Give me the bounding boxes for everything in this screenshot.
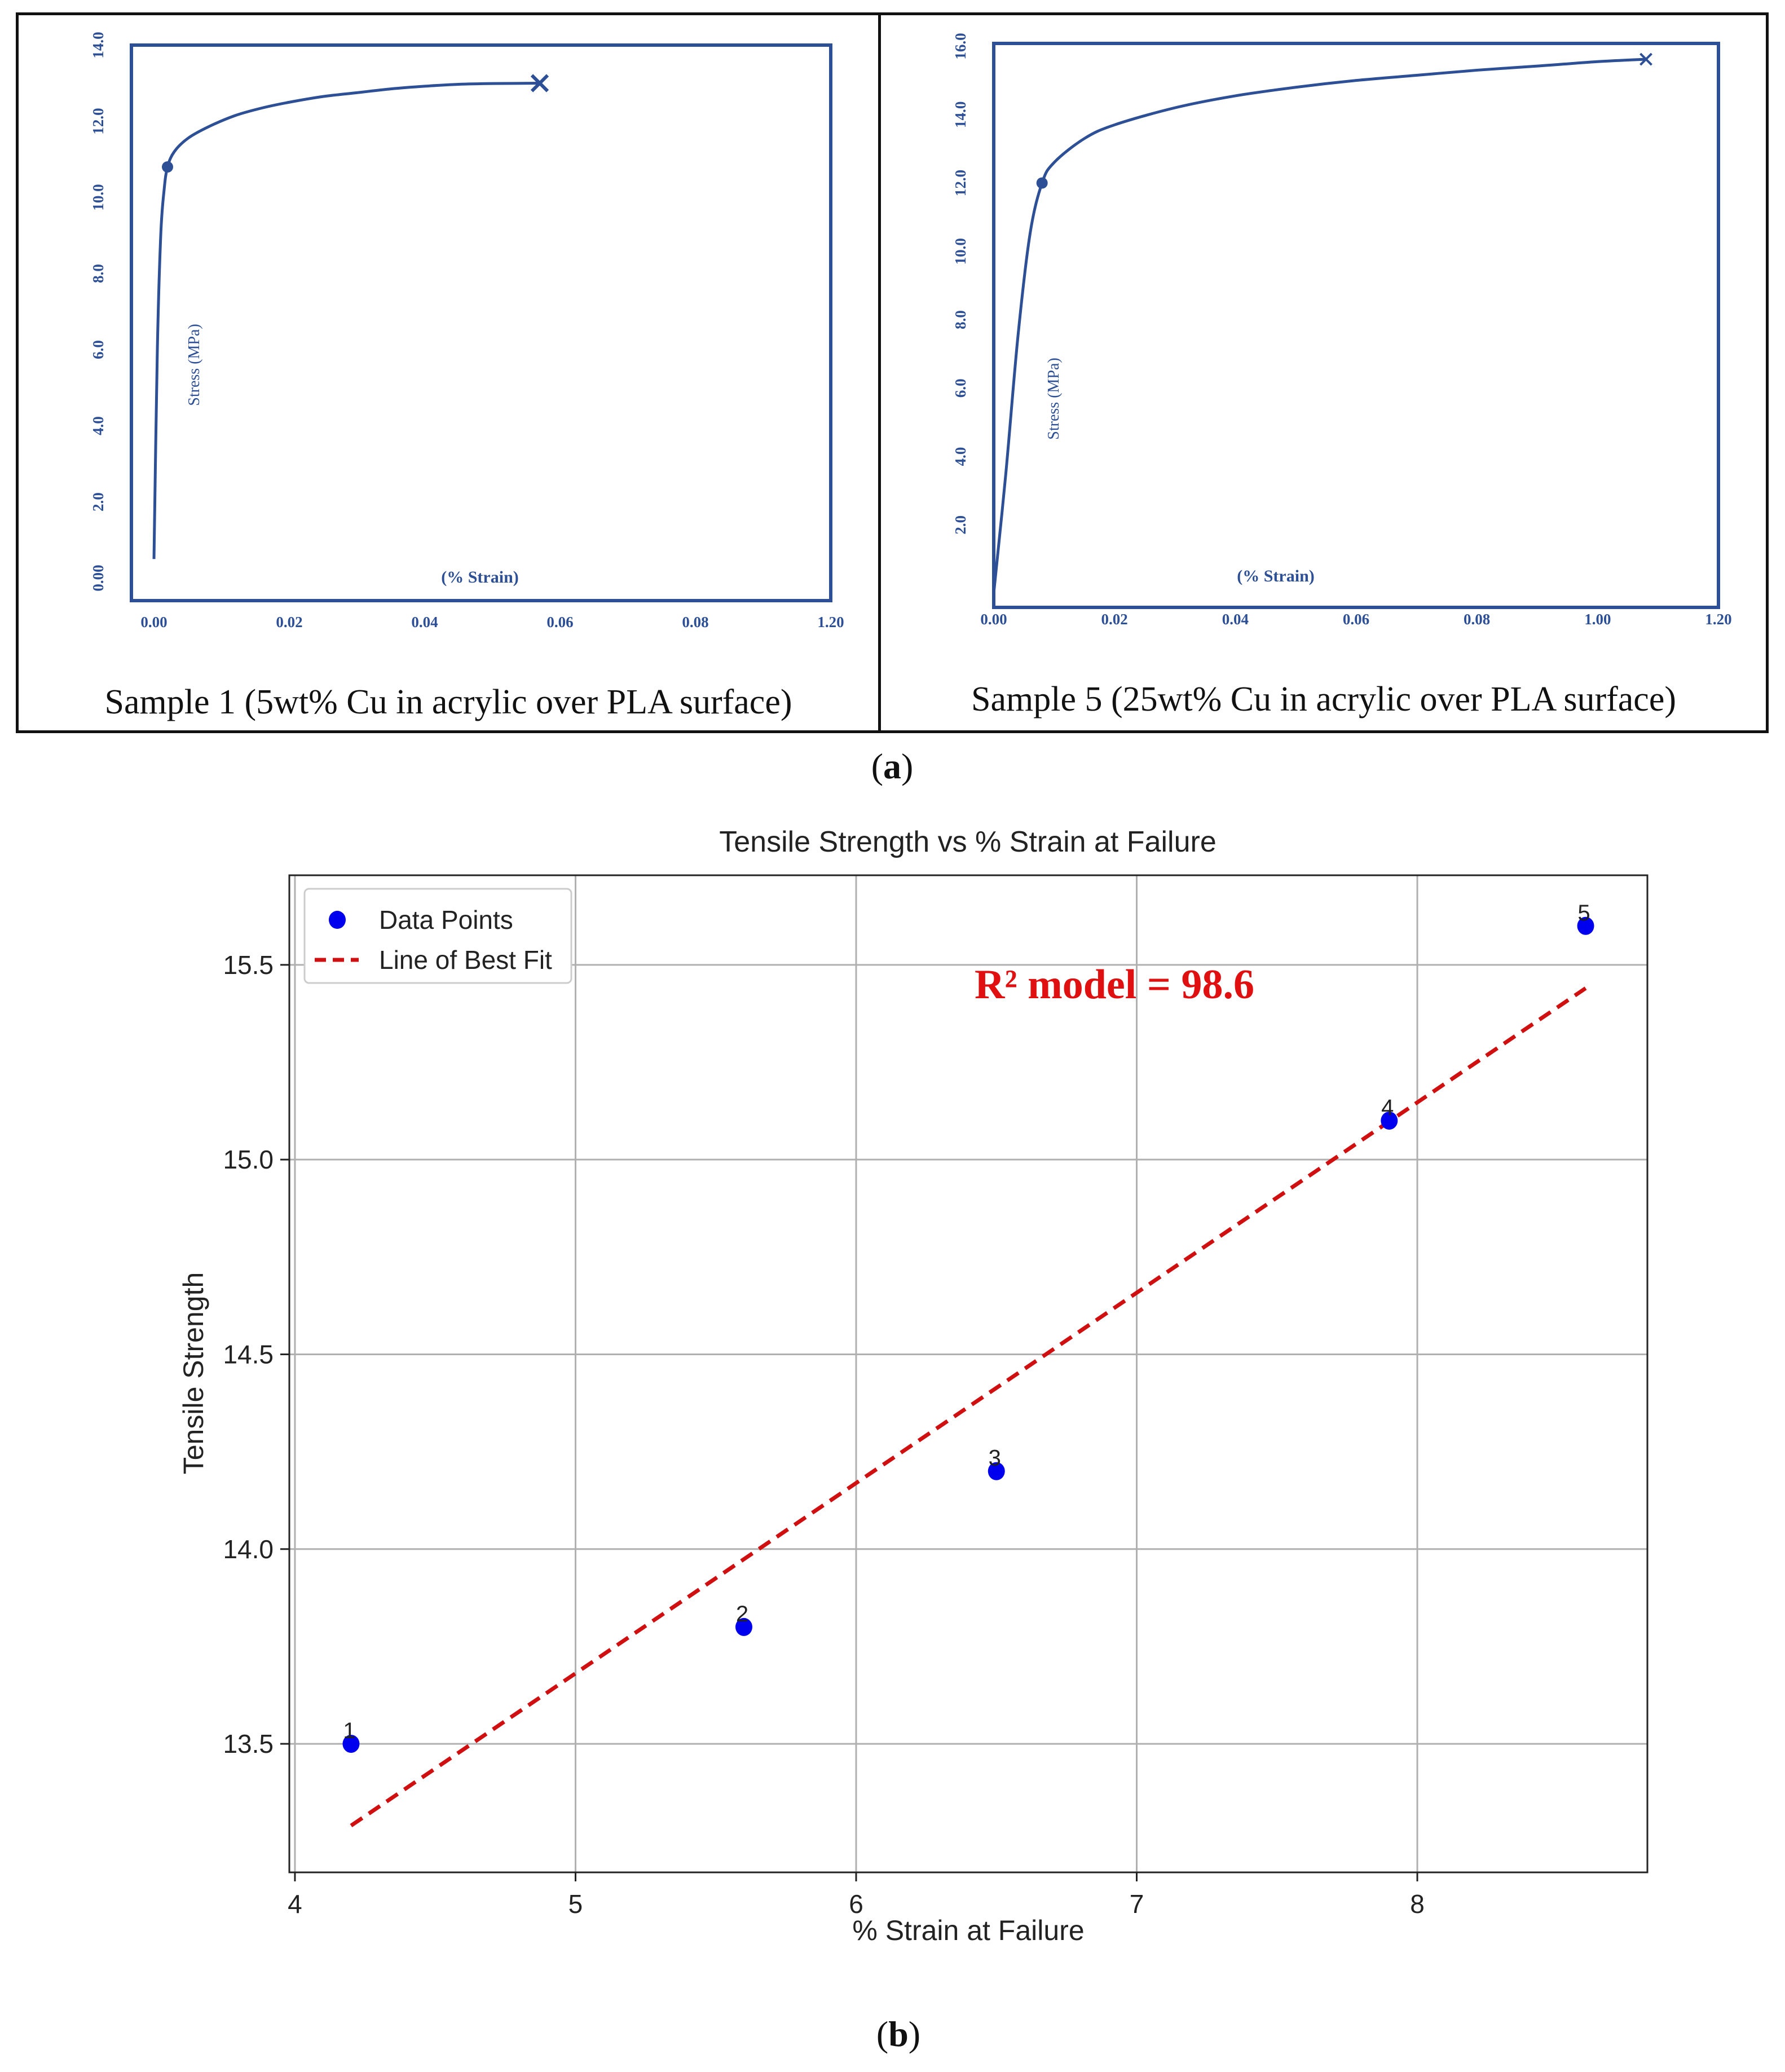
y-axis-label: Stress (MPa) xyxy=(1045,358,1063,439)
plot-frame xyxy=(992,42,1720,609)
y-tick-label: 14.5 xyxy=(223,1339,274,1369)
curve-markers xyxy=(1036,52,1652,189)
point-label: 1 xyxy=(343,1718,355,1743)
point-label: 3 xyxy=(989,1446,1001,1471)
grid xyxy=(289,875,1647,1872)
x-tick-label: 0.00 xyxy=(140,614,167,631)
y-tick-label: 2.0 xyxy=(952,515,969,535)
failure-x-marker xyxy=(530,74,549,92)
x-tick-label: 1.00 xyxy=(1584,611,1611,628)
x-tick-label: 1.20 xyxy=(1705,611,1731,628)
x-tick-label: 6 xyxy=(849,1889,863,1919)
y-tick-label: 6.0 xyxy=(90,340,107,359)
stress-strain-chart-sample-1: Stress (MPa) (% Strain) 0.00 0.02 0.04 0.06… xyxy=(90,32,844,631)
panel-label-close: ) xyxy=(901,746,914,786)
legend-label-best-fit: Line of Best Fit xyxy=(379,945,552,975)
x-tick-label: 7 xyxy=(1130,1889,1144,1919)
tick-labels: 0.00 0.02 0.04 0.06 0.08 1.00 1.20 2.0 4.0 6.0 8.0… xyxy=(952,33,1732,628)
y-tick-label: 8.0 xyxy=(90,264,107,283)
legend-box xyxy=(303,888,572,984)
x-axis-label: % Strain at Failure xyxy=(852,1915,1084,1946)
x-tick-label: 0.02 xyxy=(276,614,302,631)
stress-strain-chart-sample-5: Stress (MPa) (% Strain) 0.00 0.02 0.04 0.06… xyxy=(952,33,1732,628)
x-tick-label: 0.04 xyxy=(411,614,438,631)
curve-markers xyxy=(162,74,549,173)
panel-label-a: (a) xyxy=(836,746,949,787)
y-tick-label: 0.00 xyxy=(90,565,107,591)
x-tick-label: 0.08 xyxy=(682,614,708,631)
y-tick-label: 4.0 xyxy=(952,447,969,466)
data-point xyxy=(735,1617,752,1636)
x-tick-label: 1.20 xyxy=(817,614,844,631)
point-label: 2 xyxy=(736,1602,748,1626)
yield-point-marker xyxy=(162,161,173,173)
caption-sample-1: Sample 1 (5wt% Cu in acrylic over PLA su… xyxy=(104,683,792,721)
x-tick-label: 0.00 xyxy=(980,611,1007,628)
panel-label-open: ( xyxy=(871,746,883,786)
legend-marker-data-points xyxy=(329,911,346,929)
x-tick-label: 5 xyxy=(568,1889,583,1919)
y-tick-label: 6.0 xyxy=(952,378,969,398)
tick-labels: 0.00 0.02 0.04 0.06 0.08 1.20 0.00 2.0 4.0 6.0 8.0… xyxy=(90,32,844,631)
y-tick-label: 10.0 xyxy=(952,238,969,264)
plot-area xyxy=(288,874,1649,1873)
y-tick-label: 14.0 xyxy=(90,32,107,58)
y-tick-label: 16.0 xyxy=(952,33,969,59)
x-tick-label: 8 xyxy=(1410,1889,1425,1919)
yield-point-marker xyxy=(1036,177,1048,189)
x-tick-label: 0.06 xyxy=(1343,611,1369,628)
legend: Data Points Line of Best Fit xyxy=(303,888,572,984)
y-tick-label: 15.5 xyxy=(223,950,274,980)
best-fit-line xyxy=(350,986,1587,1828)
x-tick-label: 4 xyxy=(288,1889,302,1919)
panel-label-b: (b) xyxy=(842,2013,955,2055)
y-tick-label: 2.0 xyxy=(90,492,107,512)
x-tick-label: 0.02 xyxy=(1101,611,1128,628)
panel-a-divider xyxy=(878,12,881,733)
x-tick-label: 0.06 xyxy=(546,614,573,631)
panel-label-letter: b xyxy=(888,2014,909,2054)
x-axis-label: (% Strain) xyxy=(1237,567,1315,585)
y-tick-label: 13.5 xyxy=(223,1729,274,1758)
failure-x-marker xyxy=(1639,52,1652,66)
plot-frame xyxy=(130,43,832,602)
data-points: 1 2 3 4 5 xyxy=(342,901,1594,1753)
panel-label-close: ) xyxy=(908,2014,921,2054)
y-axis-label: Stress (MPa) xyxy=(186,324,203,405)
chart-title: Tensile Strength vs % Strain at Failure xyxy=(719,826,1217,858)
tensile-vs-strain-chart: Tensile Strength vs % Strain at Failure … xyxy=(178,826,1649,1946)
y-tick-label: 15.0 xyxy=(223,1145,274,1174)
y-tick-label: 4.0 xyxy=(90,416,107,435)
point-label: 4 xyxy=(1381,1095,1394,1120)
panel-label-letter: a xyxy=(883,746,901,786)
x-tick-label: 0.04 xyxy=(1222,611,1249,628)
stress-strain-curve xyxy=(152,82,540,559)
legend-label-data-points: Data Points xyxy=(379,905,513,934)
y-tick-label: 12.0 xyxy=(90,108,107,134)
x-tick-label: 0.08 xyxy=(1464,611,1490,628)
r-squared-annotation: R² model = 98.6 xyxy=(975,962,1254,1008)
y-tick-label: 8.0 xyxy=(952,310,969,329)
caption-sample-5: Sample 5 (25wt% Cu in acrylic over PLA s… xyxy=(971,680,1676,718)
y-tick-label: 14.0 xyxy=(223,1535,274,1564)
x-axis-label: (% Strain) xyxy=(441,568,519,587)
data-point xyxy=(1577,916,1594,935)
y-tick-label: 10.0 xyxy=(90,184,107,210)
y-tick-label: 14.0 xyxy=(952,102,969,128)
stress-strain-curve xyxy=(992,58,1646,594)
point-label: 5 xyxy=(1577,901,1590,925)
data-point xyxy=(342,1735,360,1753)
data-point xyxy=(1381,1112,1398,1130)
panel-label-open: ( xyxy=(876,2014,889,2054)
data-point xyxy=(988,1462,1005,1480)
tick-labels: 4 5 6 7 8 13.5 14.0 14.5 15.0 15.5 xyxy=(223,950,1424,1919)
panel-a-frame xyxy=(16,12,1769,733)
y-tick-label: 12.0 xyxy=(952,170,969,196)
y-axis-label: Tensile Strength xyxy=(178,1272,209,1475)
